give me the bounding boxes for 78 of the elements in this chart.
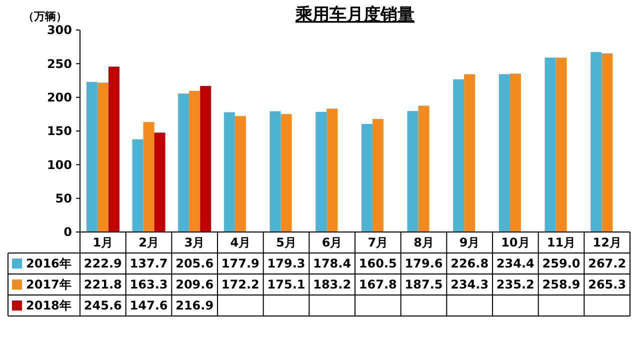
x-tick-label: 6月 xyxy=(322,236,342,250)
x-tick-label: 10月 xyxy=(501,236,530,250)
bar xyxy=(224,112,235,232)
data-label: 245.6 xyxy=(84,298,122,313)
data-label: 216.9 xyxy=(176,298,214,313)
x-tick-label: 2月 xyxy=(138,236,159,250)
x-tick-label: 5月 xyxy=(276,236,296,250)
data-label: 209.6 xyxy=(176,278,214,292)
y-tick-label: 300 xyxy=(46,23,72,38)
data-label: 226.8 xyxy=(450,256,489,271)
bar xyxy=(372,119,384,232)
data-label: 205.6 xyxy=(176,256,214,271)
data-label: 265.3 xyxy=(588,278,626,292)
data-label: 179.6 xyxy=(404,256,443,271)
data-label: 234.3 xyxy=(450,278,489,292)
x-tick-label: 4月 xyxy=(230,236,251,250)
data-label: 178.4 xyxy=(313,256,352,271)
data-label: 179.3 xyxy=(267,256,306,271)
data-label: 222.9 xyxy=(84,256,122,271)
data-label: 163.3 xyxy=(130,278,168,292)
y-tick-label: 250 xyxy=(46,56,72,71)
bar xyxy=(234,116,246,232)
bar xyxy=(453,79,464,232)
bar xyxy=(154,132,166,232)
data-label: 259.0 xyxy=(542,256,580,271)
data-label: 147.6 xyxy=(130,298,168,313)
x-tick-label: 9月 xyxy=(459,236,480,250)
data-label: 160.5 xyxy=(358,256,397,271)
bar xyxy=(143,122,154,232)
bar xyxy=(407,111,418,232)
y-tick-label: 200 xyxy=(46,90,72,105)
data-label: 258.9 xyxy=(542,278,580,292)
data-label: 234.4 xyxy=(496,256,534,271)
bar xyxy=(86,82,98,232)
data-label: 172.2 xyxy=(221,278,260,292)
bar xyxy=(464,74,476,232)
chart-title: 乘用车月度销量 xyxy=(294,5,414,25)
data-label: 175.1 xyxy=(267,278,306,292)
bar xyxy=(132,139,144,232)
bar xyxy=(316,112,327,232)
data-label: 235.2 xyxy=(496,278,534,292)
y-tick-label: 100 xyxy=(46,158,72,172)
bar xyxy=(280,114,292,232)
bar xyxy=(498,74,510,232)
x-tick-label: 8月 xyxy=(414,236,434,250)
bar xyxy=(108,66,120,232)
x-tick-label: 1月 xyxy=(92,236,114,250)
legend-label: 2017年 xyxy=(26,278,72,292)
bar xyxy=(189,90,200,232)
data-label: 177.9 xyxy=(221,256,260,271)
data-label: 167.8 xyxy=(358,278,397,292)
bar xyxy=(544,58,556,232)
x-tick-label: 12月 xyxy=(592,236,622,250)
bar xyxy=(200,86,212,232)
legend-label: 2018年 xyxy=(26,298,72,313)
bar xyxy=(97,82,108,232)
y-axis-title: （万辆） xyxy=(23,10,67,23)
y-tick-label: 150 xyxy=(46,124,72,138)
data-label: 221.8 xyxy=(84,278,122,292)
x-tick-label: 11月 xyxy=(546,236,576,250)
bar xyxy=(178,94,190,232)
bar xyxy=(361,124,372,232)
bar xyxy=(602,53,613,232)
y-tick-label: 0 xyxy=(64,225,72,240)
legend-label: 2016年 xyxy=(26,256,72,271)
bar xyxy=(556,58,567,232)
data-label: 183.2 xyxy=(313,278,352,292)
data-label: 187.5 xyxy=(404,278,443,292)
bar xyxy=(418,106,430,232)
x-tick-label: 7月 xyxy=(368,236,388,250)
bar xyxy=(510,74,521,232)
data-label: 267.2 xyxy=(588,256,626,271)
data-label: 137.7 xyxy=(130,256,168,271)
bar xyxy=(590,52,602,232)
y-tick-label: 50 xyxy=(55,192,72,206)
bar xyxy=(270,111,281,232)
bar xyxy=(326,108,338,232)
x-tick-label: 3月 xyxy=(184,236,205,250)
